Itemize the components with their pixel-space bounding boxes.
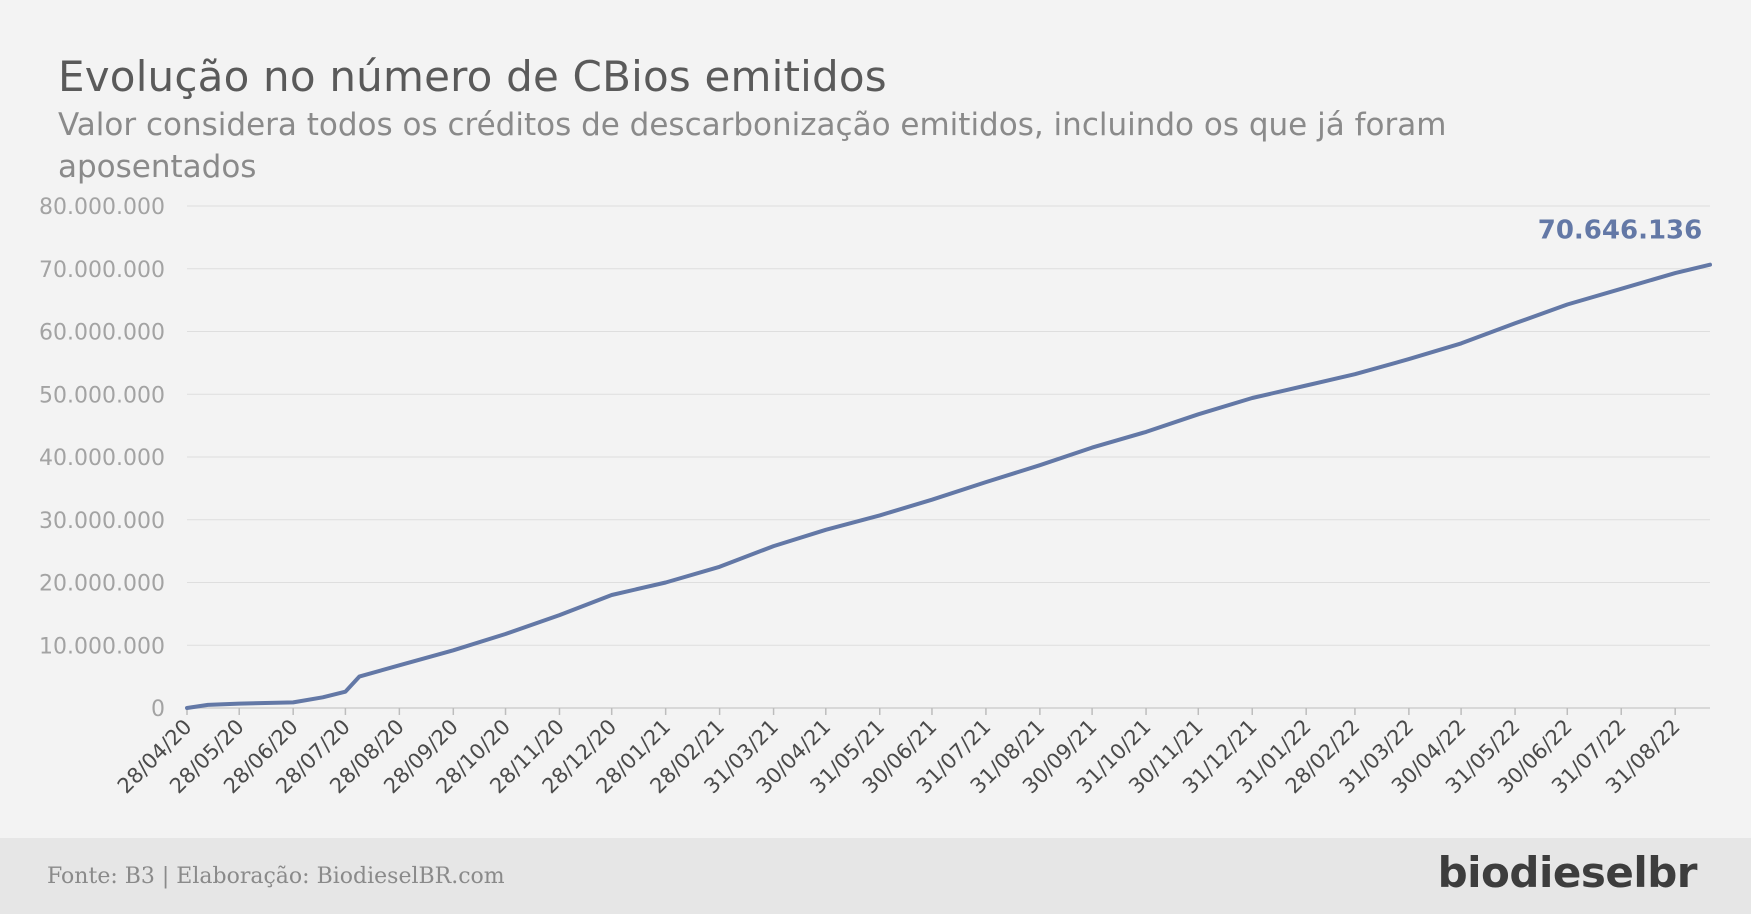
line-chart: 0 10.000.000 20.000.000 30.000.000 40.000.00… [39, 195, 1712, 798]
end-value-label: 70.646.136 [1538, 216, 1702, 246]
y-tick-label: 50.000.000 [39, 383, 165, 408]
chart-subtitle: Valor considera todos os créditos de des… [58, 107, 1447, 185]
chart-title: Evolução no número de CBios emitidos [58, 52, 887, 101]
source-credit: Fonte: B3 | Elaboração: BiodieselBR.com [47, 864, 505, 889]
y-tick-label: 60.000.000 [39, 321, 165, 346]
y-axis-ticks: 0 10.000.000 20.000.000 30.000.000 40.000.00… [39, 195, 165, 722]
y-tick-label: 30.000.000 [39, 509, 165, 534]
y-tick-label: 80.000.000 [39, 195, 165, 220]
x-axis: 28/04/2028/05/2028/06/2028/07/2028/08/20… [113, 707, 1710, 798]
y-tick-label: 40.000.000 [39, 446, 165, 471]
brand-logo: biodieselbr [1437, 848, 1698, 897]
footer-bar: Fonte: B3 | Elaboração: BiodieselBR.com … [0, 838, 1751, 914]
series-group [185, 262, 1712, 710]
gridlines [187, 205, 1710, 646]
series-line [185, 262, 1712, 710]
y-tick-label: 0 [151, 697, 165, 722]
y-tick-label: 70.000.000 [39, 258, 165, 283]
y-tick-label: 10.000.000 [39, 634, 165, 659]
y-tick-label: 20.000.000 [39, 572, 165, 597]
